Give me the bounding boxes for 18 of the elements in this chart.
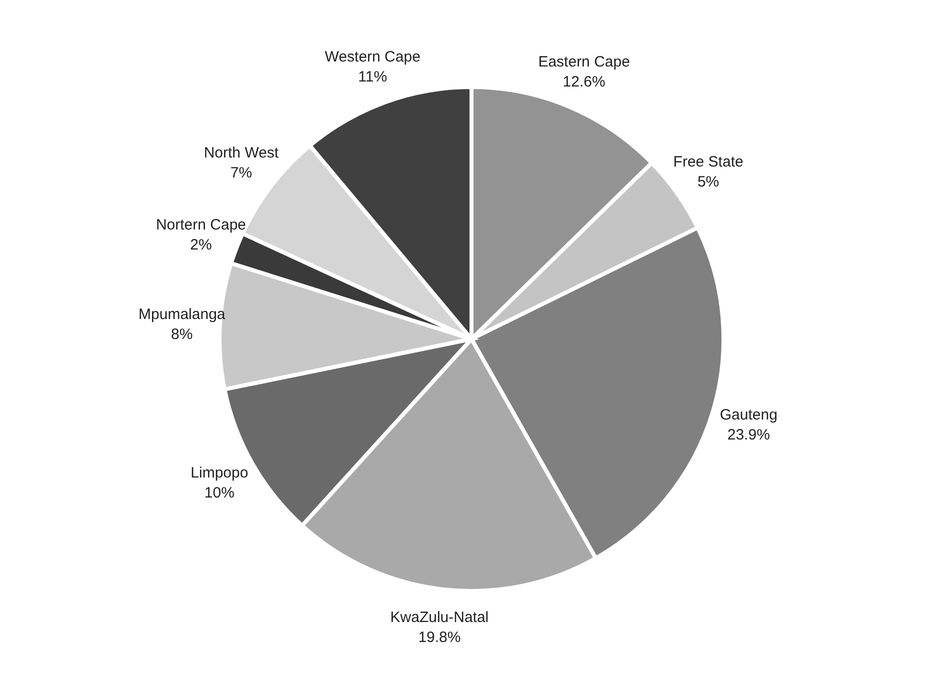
data-label: 23.9%	[727, 426, 770, 444]
data-label: 19.8%	[418, 629, 461, 646]
data-label: 12.6%	[562, 74, 606, 91]
data-label: 11%	[358, 68, 388, 86]
data-label: 5%	[697, 174, 720, 191]
slice-label: Limpopo	[190, 464, 248, 482]
data-label: 7%	[230, 164, 252, 182]
slice-label: Free State	[673, 154, 744, 171]
data-label: 2%	[190, 236, 212, 254]
data-label: 8%	[171, 326, 193, 343]
slice-label: Nortern Cape	[156, 216, 246, 234]
slice-label: Western Cape	[324, 48, 420, 66]
slice-label: Gauteng	[720, 406, 778, 424]
slice-label: North West	[204, 144, 280, 162]
slice-label: KwaZulu-Natal	[390, 609, 489, 626]
slice-label: Eastern Cape	[538, 54, 630, 71]
data-label: 10%	[204, 484, 234, 502]
slice-label: Mpumalanga	[138, 306, 226, 323]
